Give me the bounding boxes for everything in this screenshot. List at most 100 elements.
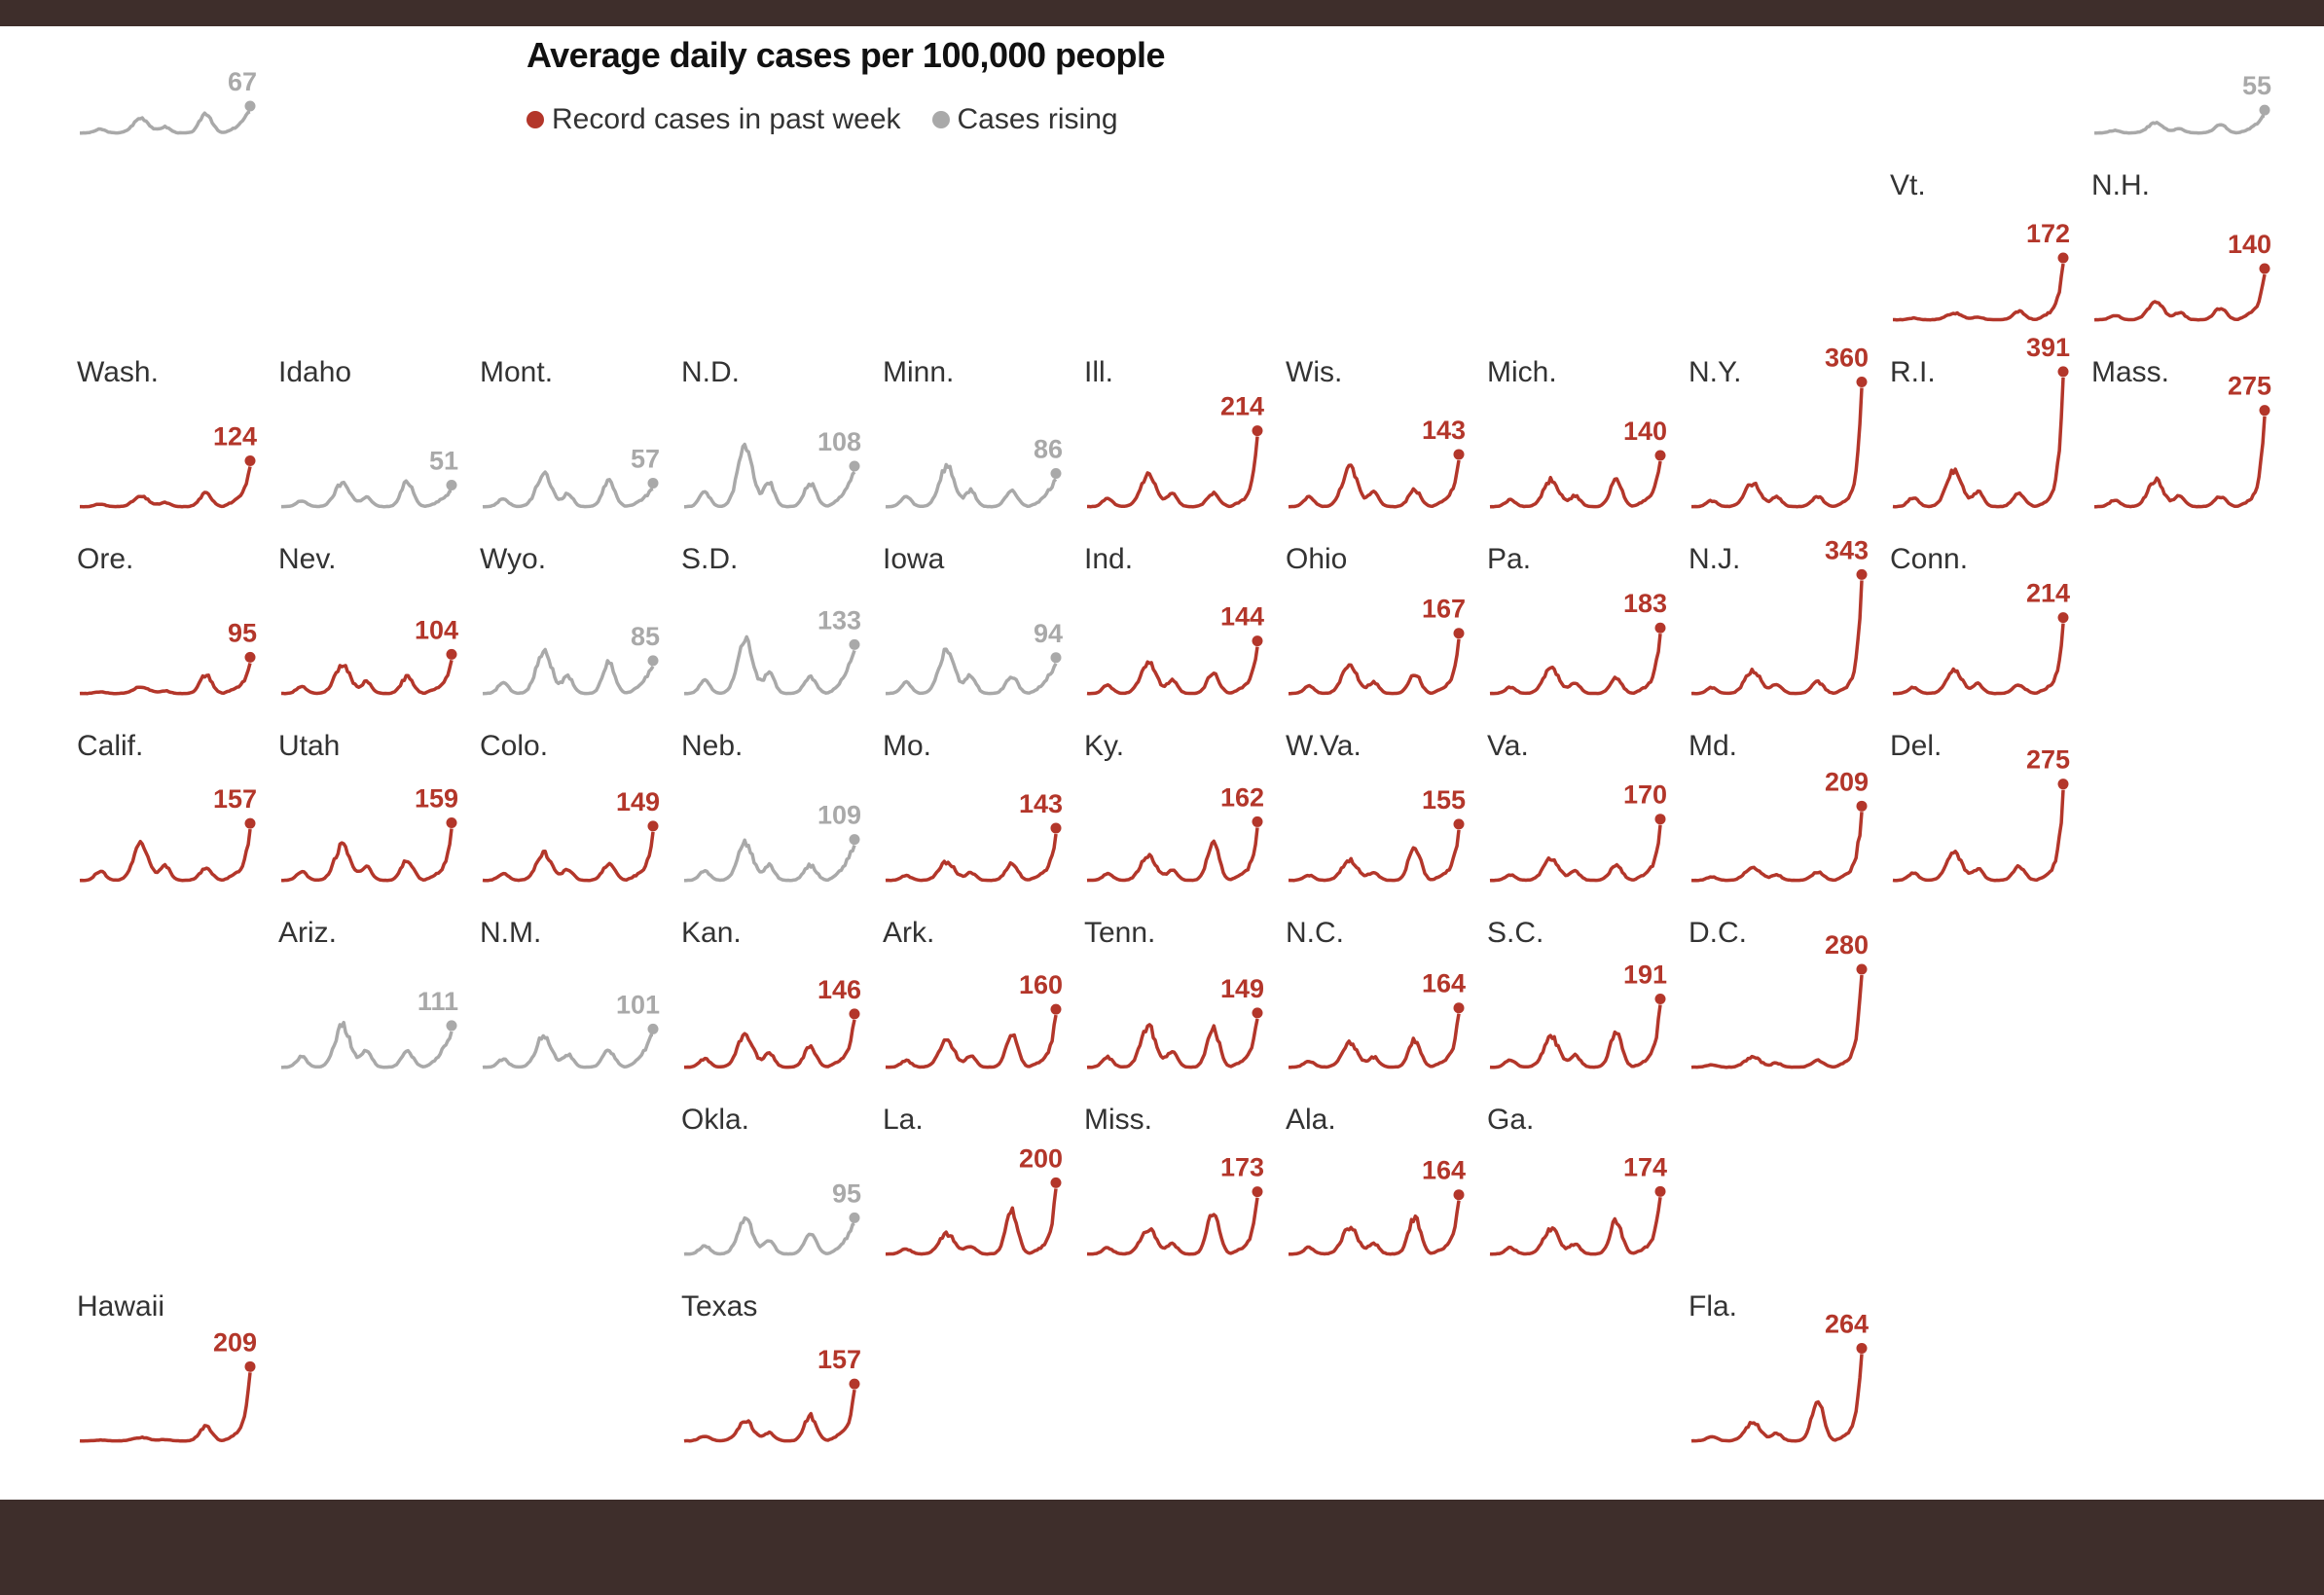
state-tile-vt: Vt. 172: [1890, 169, 2070, 322]
state-tile-or: Ore. 95: [77, 543, 257, 696]
value-label-me: 55: [2242, 71, 2271, 100]
sparkline-ma: [2094, 416, 2267, 509]
sparkline-wy: [482, 647, 655, 696]
state-label: N.Y.: [1689, 356, 1741, 388]
state-label: S.D.: [681, 543, 738, 575]
state-label: Md.: [1689, 730, 1737, 762]
endpoint-dot-co: [647, 820, 659, 832]
endpoint-dot-va: [1654, 814, 1666, 825]
sparkline-wv: [1288, 829, 1461, 883]
sparkline-mt: [482, 470, 654, 509]
state-tile-ne: Neb. 109: [681, 730, 861, 883]
state-label: Utah: [278, 730, 340, 762]
endpoint-dot-vt: [2057, 252, 2069, 264]
state-label: Kan.: [681, 917, 742, 949]
endpoint-dot-in: [1252, 635, 1263, 647]
value-label-md: 209: [1825, 767, 1869, 796]
value-label-ca: 157: [213, 784, 257, 814]
state-tile-pa: Pa. 183: [1487, 543, 1667, 696]
top-frame-bar: [0, 0, 2324, 26]
state-label: N.C.: [1286, 917, 1344, 949]
value-label-nv: 104: [415, 615, 458, 644]
state-tile-mt: Mont. 57: [480, 356, 660, 509]
sparkline-wi: [1288, 459, 1461, 509]
state-tile-ri: R.I. 391: [1890, 333, 2070, 509]
state-label: Ind.: [1084, 543, 1133, 575]
value-label-or: 95: [228, 618, 257, 647]
endpoint-dot-ks: [849, 1008, 860, 1020]
state-label: Ala.: [1286, 1104, 1336, 1136]
state-label: Pa.: [1487, 543, 1531, 575]
state-tile-de: Del. 275: [1890, 730, 2070, 883]
sparkline-me: [2093, 114, 2266, 135]
value-label-ky: 162: [1220, 782, 1264, 812]
endpoint-dot-ny: [1856, 377, 1868, 388]
sparkline-md: [1690, 812, 1864, 883]
sparkline-wa: [80, 466, 252, 509]
endpoint-dot-ar: [1050, 1003, 1062, 1015]
state-tile-co: Colo. 149: [480, 730, 660, 883]
state-label: Va.: [1487, 730, 1529, 762]
sparkline-id: [281, 479, 453, 509]
value-label-ct: 214: [2026, 579, 2070, 608]
state-label: Ga.: [1487, 1104, 1534, 1136]
value-label-ak: 67: [228, 67, 257, 96]
endpoint-dot-oh: [1453, 628, 1465, 639]
state-label: Iowa: [883, 543, 945, 575]
endpoint-dot-wa: [244, 454, 256, 466]
state-tile-mo: Mo. 143: [883, 730, 1063, 883]
endpoint-dot-id: [446, 480, 457, 491]
value-label-ok: 95: [832, 1178, 861, 1208]
value-label-wi: 143: [1422, 416, 1466, 445]
sparkline-nd: [684, 442, 856, 509]
value-label-sd: 133: [817, 605, 861, 634]
state-label: Ark.: [883, 917, 934, 949]
state-label: R.I.: [1890, 356, 1936, 388]
state-label: Texas: [681, 1290, 757, 1323]
record-dot-icon: [527, 111, 544, 128]
sparkline-ri: [1892, 377, 2065, 509]
value-label-mn: 86: [1034, 435, 1063, 464]
state-tile-wv: W.Va. 155: [1286, 730, 1466, 883]
state-tile-mi: Mich. 140: [1487, 356, 1667, 509]
state-tile-nv: Nev. 104: [278, 543, 458, 696]
sparkline-al: [1289, 1200, 1461, 1256]
endpoint-dot-dc: [1856, 963, 1868, 975]
sparkline-nv: [281, 659, 454, 696]
state-tile-ky: Ky. 162: [1084, 730, 1264, 883]
endpoint-dot-al: [1453, 1189, 1465, 1201]
value-label-sc: 191: [1623, 960, 1667, 989]
value-label-pa: 183: [1623, 589, 1667, 618]
sparkline-ak: [80, 110, 251, 135]
endpoint-dot-ca: [244, 817, 256, 829]
state-tile-id: Idaho 51: [278, 356, 458, 509]
state-label: Wis.: [1286, 356, 1342, 388]
value-label-wv: 155: [1422, 785, 1466, 815]
endpoint-dot-az: [446, 1020, 457, 1032]
endpoint-dot-nj: [1856, 568, 1868, 580]
sparkline-ms: [1086, 1197, 1259, 1256]
endpoint-dot-ga: [1654, 1185, 1666, 1197]
value-label-wa: 124: [213, 421, 257, 451]
endpoint-dot-tn: [1252, 1007, 1263, 1019]
state-tile-ct: Conn. 214: [1890, 543, 2070, 696]
value-label-va: 170: [1623, 780, 1667, 810]
state-tile-va: Va. 170: [1487, 730, 1667, 883]
state-label: D.C.: [1689, 917, 1747, 949]
value-label-vt: 172: [2026, 219, 2070, 248]
endpoint-dot-nm: [647, 1023, 659, 1034]
sparkline-fl: [1690, 1354, 1864, 1443]
sparkline-hi: [79, 1372, 252, 1443]
state-label: Vt.: [1890, 169, 1926, 201]
endpoint-dot-sc: [1654, 993, 1666, 1004]
state-label: Colo.: [480, 730, 548, 762]
sparkline-ne: [684, 838, 856, 883]
sparkline-ny: [1691, 387, 1864, 509]
value-label-ut: 159: [415, 783, 458, 813]
endpoint-dot-mi: [1654, 450, 1666, 461]
state-tile-dc: D.C. 280: [1689, 917, 1869, 1069]
endpoint-dot-mt: [647, 477, 659, 489]
sparkline-ca: [79, 828, 252, 883]
state-tile-md: Md. 209: [1689, 730, 1869, 883]
